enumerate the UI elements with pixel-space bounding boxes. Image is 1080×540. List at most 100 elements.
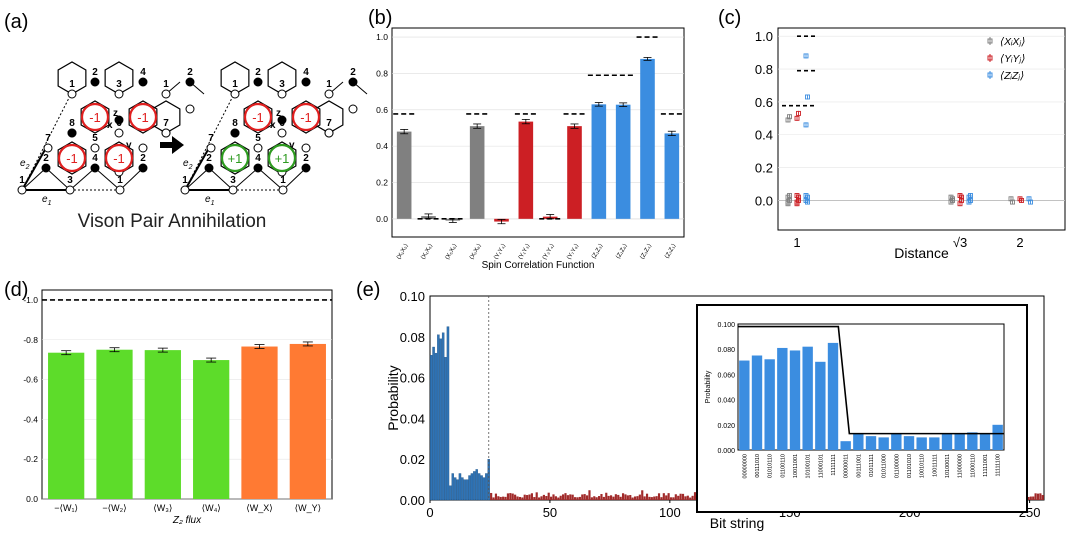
bar-leakage [559, 495, 562, 500]
inset-bar [815, 361, 826, 450]
lattice-site [17, 185, 27, 195]
lattice-site [348, 77, 358, 87]
lattice-site [253, 143, 263, 153]
vison-value: -1 [252, 110, 264, 125]
bar-leakage [590, 497, 593, 500]
data-point [787, 114, 792, 120]
subscript: 2 [25, 164, 30, 171]
y-tick-label: 1.0 [376, 32, 388, 42]
bar-leakage [523, 494, 526, 500]
bar-leakage [588, 490, 591, 500]
site-label: 4 [92, 153, 98, 164]
x-axis-title: Spin Correlation Function [482, 260, 595, 271]
site-label: 2 [43, 153, 49, 164]
site-label: 8 [232, 118, 238, 129]
bar-leakage [506, 493, 510, 500]
lattice-site [185, 104, 195, 114]
y-axis-title: Probability [385, 365, 401, 430]
y-tick-label: 0.8 [755, 62, 773, 77]
y-tick-label: 0.6 [376, 105, 388, 115]
inset-bar [891, 433, 902, 450]
bar-leakage [533, 497, 536, 500]
x-tick-label: ⟨X₁X₅⟩ [395, 243, 410, 261]
bar-leakage [576, 497, 579, 500]
inset-ideal-line [738, 325, 1004, 435]
legend-label: ⟨XᵢXⱼ⟩ [1000, 36, 1025, 48]
y-tick-label: 0.4 [755, 128, 773, 143]
lattice-site [114, 115, 124, 125]
y-tick-label: -1.0 [23, 295, 38, 305]
x-tick-label: √3 [953, 235, 967, 250]
inset-y-tick-label: 0.080 [717, 347, 735, 354]
bar-leakage [554, 496, 557, 500]
bar-leakage [497, 496, 500, 500]
site-label: 1 [232, 79, 238, 90]
inset-bar [954, 433, 965, 450]
vison-value: -1 [113, 151, 125, 166]
lattice-site [230, 128, 240, 138]
hex-cell [243, 100, 273, 134]
x-axis-title: Bit string [710, 515, 764, 531]
bar-leakage [535, 492, 538, 500]
bond-label-x: x [107, 120, 113, 131]
bond [184, 167, 210, 191]
site-label: 4 [140, 67, 146, 78]
lattice-site [115, 185, 125, 195]
x-tick-label: ⟨W_X⟩ [246, 503, 273, 513]
data-point [794, 115, 800, 121]
bar-leakage [1036, 493, 1040, 500]
bar-leakage [550, 496, 553, 500]
bar-leakage [518, 496, 522, 500]
bar-leakage [499, 496, 502, 500]
lattice-site [41, 163, 51, 173]
data-point [968, 193, 973, 198]
site-label: 5 [255, 133, 261, 144]
bar [615, 104, 631, 219]
site-label: 7 [326, 118, 332, 129]
lattice-before: 12341286775242131xyze2e1-1-1-1-1 [17, 61, 205, 207]
y-tick-label: 0.06 [400, 371, 425, 386]
site-label: 2 [303, 153, 309, 164]
data-point [1028, 199, 1033, 205]
data-point [794, 199, 800, 205]
transition-arrow-icon [160, 136, 184, 154]
panel-d-chart: (d) 0.0 -0.2 -0.4 -0.6 -0.8 -1.0 −⟨W₁⟩ −⟨W₂⟩ ⟨W₃… [4, 279, 333, 526]
bar-leakage [492, 497, 495, 500]
subscript: 2 [188, 164, 193, 171]
panel-c-label: (c) [718, 7, 741, 29]
bar-leakage [547, 492, 550, 500]
lattice-site [253, 77, 263, 87]
x-tick-label: ⟨Z₇Z₁⟩ [663, 243, 677, 260]
inset-y-tick-label: 0.060 [717, 372, 735, 379]
bar-leakage [674, 494, 677, 500]
data-point [796, 194, 801, 200]
subscript: 1 [211, 200, 215, 207]
inset-x-tick-label: 10010110 [920, 454, 926, 478]
x-axis-title: Z₂ flux [172, 515, 202, 526]
bar-ideal-sector [482, 477, 486, 501]
legend-marker [987, 38, 993, 44]
inset-bar [777, 347, 788, 450]
site-label: 1 [182, 175, 188, 186]
panel-e-chart: (e) 0.000.020.040.060.080.10050100150200… [356, 279, 1045, 531]
inset-x-tick-label: 11000110 [970, 454, 976, 478]
bar [96, 349, 133, 499]
site-label: 3 [230, 175, 236, 186]
bar [396, 131, 412, 219]
site-label: 2 [206, 153, 212, 164]
bond-label-x: x [270, 120, 276, 131]
vison-value: -1 [66, 151, 78, 166]
bar-ideal-sector [487, 459, 490, 501]
lattice-site [348, 104, 358, 114]
bar-leakage [569, 494, 572, 500]
bar-ideal-sector [461, 477, 464, 501]
bond [94, 167, 121, 191]
x-tick-label: ⟨Z₁Z₆⟩ [615, 243, 629, 261]
inset-bar [802, 346, 813, 450]
vison-circle [291, 102, 321, 132]
site-label: 3 [67, 175, 73, 186]
inset-bar [865, 436, 877, 450]
bar-ideal-sector [453, 477, 457, 501]
bar-leakage [521, 497, 524, 500]
bar-leakage [686, 495, 689, 500]
